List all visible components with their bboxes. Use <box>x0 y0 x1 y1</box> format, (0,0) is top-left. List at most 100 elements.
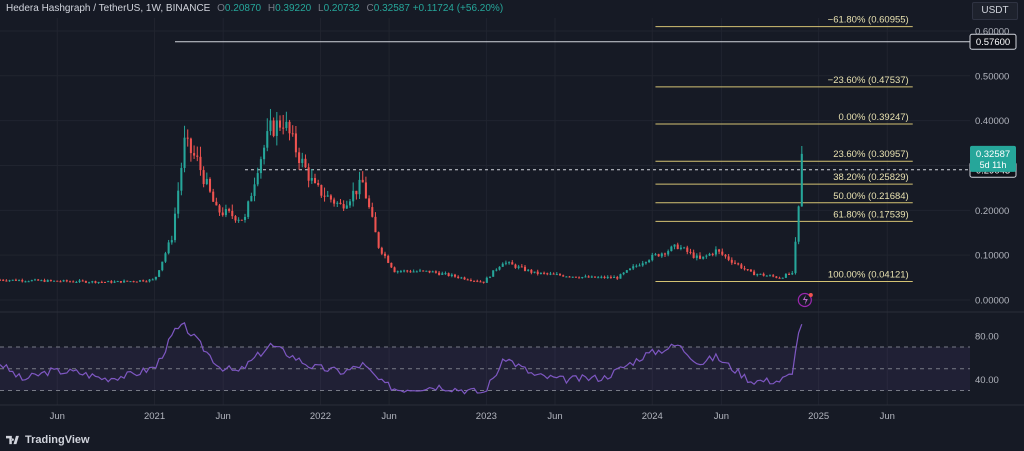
candle-body <box>438 272 441 275</box>
candle-body <box>8 280 11 282</box>
candle-body <box>278 120 282 128</box>
candle-body <box>501 263 504 267</box>
candle-body <box>170 240 173 243</box>
candle-body <box>428 270 431 273</box>
rsi-pane: 80.00 40.00 <box>0 322 999 395</box>
candle-body <box>641 263 644 266</box>
tradingview-icon <box>6 435 19 445</box>
candle-body <box>788 273 791 275</box>
candle-body <box>619 274 622 279</box>
currency-button[interactable]: USDT <box>972 2 1018 20</box>
candle-body <box>186 137 189 139</box>
candle-body <box>689 251 692 253</box>
candle-body <box>533 271 536 273</box>
candle-body <box>453 274 457 277</box>
candle-body <box>240 219 243 221</box>
candle-body <box>205 178 208 185</box>
rsi-line <box>0 322 803 395</box>
candle-body <box>667 251 670 255</box>
candle-body <box>320 185 323 196</box>
candle-body <box>511 262 514 265</box>
candle-body <box>718 249 721 252</box>
candle-body <box>492 270 495 277</box>
candle-body <box>466 279 469 281</box>
candle-body <box>399 271 402 273</box>
alert-dot <box>808 293 813 297</box>
chart-legend: Hedera Hashgraph / TetherUS, 1W, BINANCE… <box>6 3 503 14</box>
candle-body <box>288 121 291 134</box>
tradingview-logo[interactable]: TradingView <box>6 434 90 446</box>
candle-body <box>49 280 52 282</box>
candle-body <box>749 269 752 272</box>
candle-body <box>116 281 119 283</box>
candle-body <box>743 268 746 270</box>
candle-body <box>705 255 708 257</box>
candle-body <box>628 268 632 271</box>
candle-body <box>212 191 215 202</box>
candle-body <box>415 271 418 273</box>
candle-body <box>113 281 116 283</box>
candle-body <box>587 276 590 278</box>
candle-body <box>759 273 762 275</box>
candle-body <box>648 260 651 263</box>
fib-level-label: 50.00% (0.21684) <box>833 191 909 202</box>
candle-body <box>409 271 412 273</box>
candle-body <box>791 273 794 275</box>
candle-body <box>97 281 100 283</box>
candle-body <box>310 178 313 181</box>
candle-body <box>778 277 781 279</box>
grid <box>0 18 1024 406</box>
candle-body <box>775 276 778 278</box>
candle-body <box>800 153 803 207</box>
time-tick-label: Jun <box>50 411 65 422</box>
candle-body <box>431 271 434 273</box>
candle-body <box>781 277 784 279</box>
candle-body <box>46 280 49 282</box>
candle-body <box>536 271 539 274</box>
candle-body <box>412 271 415 273</box>
candle-body <box>581 277 584 279</box>
candle-body <box>53 280 56 282</box>
candle-body <box>600 276 603 278</box>
candle-body <box>603 276 606 278</box>
fibonacci-levels: −61.80% (0.60955) −23.60% (0.47537) 0.00% … <box>655 15 913 283</box>
candle-body <box>746 269 749 271</box>
candle-body <box>135 281 138 283</box>
candle-body <box>504 262 507 264</box>
candle-body <box>304 158 307 168</box>
candle-body <box>539 272 542 274</box>
candle-body <box>361 179 364 183</box>
candle-body <box>657 254 660 257</box>
candle-body <box>390 262 393 268</box>
candle-body <box>377 232 380 248</box>
candle-body <box>733 262 737 264</box>
candle-body <box>247 201 250 217</box>
candle-body <box>342 204 345 209</box>
candle-body <box>383 253 387 256</box>
candle-body <box>593 276 597 278</box>
candle-body <box>142 280 145 282</box>
alert-icon <box>797 292 812 308</box>
candle-body <box>40 280 43 282</box>
ohlc-close: C0.32587 <box>366 3 410 14</box>
time-tick-label: Jun <box>880 411 895 422</box>
brand-name: TradingView <box>25 434 90 446</box>
candle-body <box>562 275 565 277</box>
candle-body <box>673 244 676 247</box>
candle-body <box>364 182 367 199</box>
candle-body <box>482 281 485 283</box>
candle-body <box>590 276 593 278</box>
candlestick-series <box>0 108 803 284</box>
ohlc-open: O0.20870 <box>217 3 262 14</box>
time-tick-label: Jun <box>547 411 562 422</box>
candle-body <box>221 212 224 216</box>
candle-body <box>387 255 390 263</box>
candle-body <box>498 266 501 270</box>
ohlc-low: L0.20732 <box>318 3 360 14</box>
candle-body <box>11 279 14 281</box>
candle-body <box>584 276 587 278</box>
price-tick-label: 0.00000 <box>975 296 1009 307</box>
candle-body <box>154 276 157 280</box>
